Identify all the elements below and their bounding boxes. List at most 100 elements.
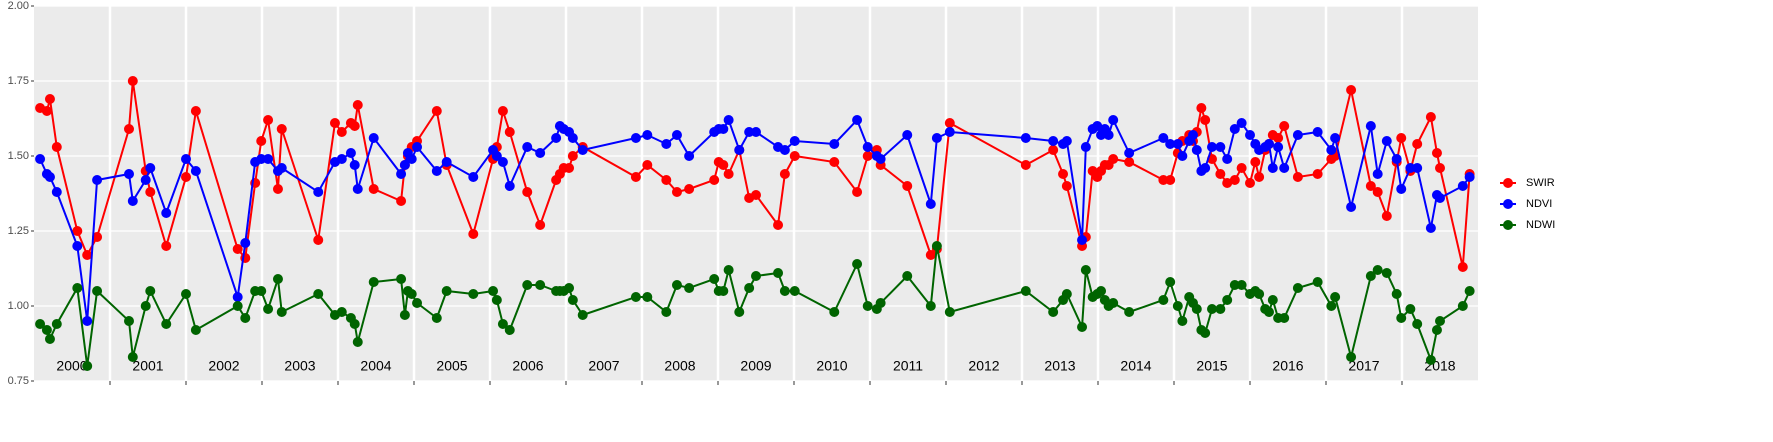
y-tick-label: 1.75 [8,75,29,87]
data-point [1080,265,1091,275]
data-point [396,196,407,206]
data-point [1435,316,1445,326]
data-point [1264,139,1274,149]
data-point [352,184,363,194]
data-point [1048,136,1059,146]
data-point [551,133,562,143]
year-label: 2008 [664,358,695,374]
data-point [368,277,379,287]
data-point [1279,163,1290,173]
data-point [181,172,191,182]
data-point [1273,133,1284,143]
data-point [263,304,274,314]
data-point [684,184,695,194]
data-point [51,142,62,152]
data-point [522,142,533,152]
data-point [276,124,287,134]
data-point [127,196,138,206]
data-point [642,160,653,170]
data-point [1396,313,1407,323]
data-point [1188,130,1198,140]
data-point [1245,178,1255,188]
data-point [41,325,52,335]
data-point [944,118,955,128]
data-point [82,361,93,371]
data-point [72,226,83,236]
data-point [349,121,360,131]
data-point [1254,289,1265,299]
data-point [35,154,46,164]
legend-marker [1503,220,1513,230]
data-point [1279,121,1290,131]
data-point [1215,142,1226,152]
data-point [1431,325,1442,335]
data-point [577,145,588,155]
data-point [1158,175,1169,185]
data-point [1391,154,1402,164]
data-point [190,166,201,176]
data-point [352,337,363,347]
data-point [1020,133,1031,143]
data-point [127,352,138,362]
data-point [431,166,442,176]
data-point [1435,193,1445,203]
year-label: 2005 [436,358,467,374]
data-point [44,172,55,182]
data-point [661,175,672,185]
data-point [1464,286,1475,296]
data-point [263,154,274,164]
data-point [145,286,156,296]
data-point [1457,301,1468,311]
data-point [1191,145,1202,155]
data-point [1365,181,1376,191]
data-point [1412,139,1423,149]
data-point [535,148,546,158]
data-point [902,181,913,191]
data-point [661,307,672,317]
data-point [1229,175,1240,185]
data-point [577,310,588,320]
data-point [1412,163,1423,173]
data-point [190,325,201,335]
data-point [684,151,695,161]
data-point [779,145,790,155]
data-point [744,283,755,293]
data-point [504,181,515,191]
data-point [399,160,410,170]
data-point [789,136,800,146]
data-point [564,283,575,293]
year-label: 2009 [740,358,771,374]
data-point [468,229,479,239]
data-point [1191,304,1202,314]
data-point [875,298,886,308]
data-point [272,184,283,194]
data-point [862,301,873,311]
data-point [1158,295,1169,305]
data-point [522,187,533,197]
data-point [1077,235,1088,245]
data-point [497,157,508,167]
data-point [829,139,840,149]
data-point [1077,322,1088,332]
data-point [1196,103,1207,113]
data-point [1273,142,1284,152]
legend-label: SWIR [1526,177,1555,189]
data-point [723,265,734,275]
data-point [684,283,695,293]
data-point [1457,262,1468,272]
data-point [313,187,324,197]
data-point [630,292,641,302]
data-point [931,241,942,251]
year-label: 2013 [1044,358,1075,374]
data-point [1172,139,1183,149]
data-point [829,157,840,167]
data-point [313,289,324,299]
data-point [852,115,863,125]
year-label: 2012 [968,358,999,374]
data-point [336,154,347,164]
data-point [1396,184,1407,194]
year-label: 2001 [132,358,163,374]
data-point [862,142,873,152]
year-label: 2017 [1348,358,1379,374]
